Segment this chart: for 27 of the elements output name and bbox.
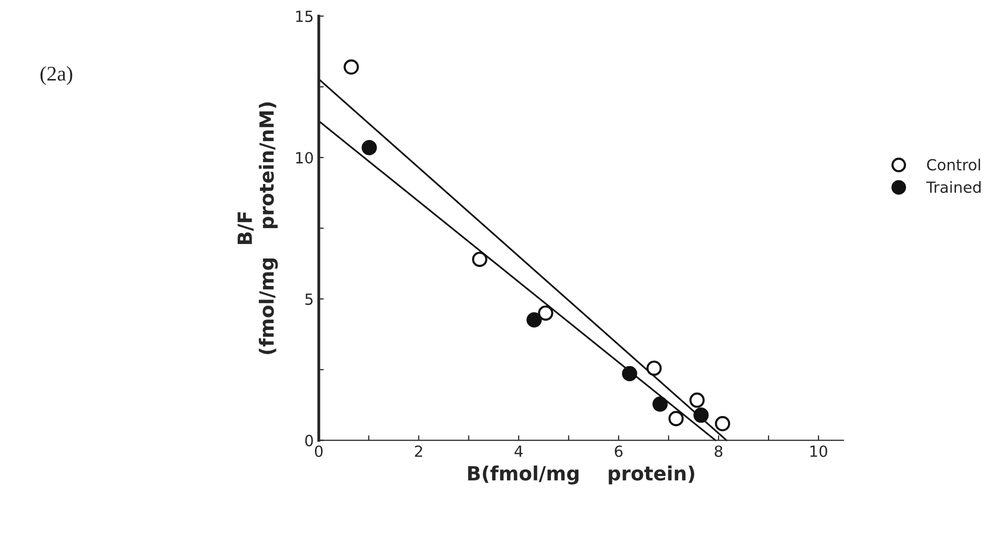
point (344, 59, 359, 75)
x-tick-label: 4 (514, 446, 523, 457)
text: (2a) (40, 66, 72, 85)
point (668, 410, 684, 426)
legend-label: Trained (926, 181, 981, 193)
point (689, 392, 705, 408)
point (526, 312, 542, 328)
x-axis-title: B(fmol/mg protein) (468, 466, 694, 485)
x-tick-label: 8 (714, 445, 722, 458)
legend-label: Control (927, 158, 980, 171)
point (693, 408, 709, 423)
point (538, 305, 554, 321)
y-axis-title: B/F (fmol/mg protein/nM) (238, 102, 278, 354)
y-tick-label: 0 (305, 434, 313, 446)
point (714, 416, 730, 432)
y-tick-label: 15 (296, 10, 313, 22)
x-tick-label: 10 (810, 445, 828, 458)
y-tick-label: 10 (296, 152, 313, 164)
point (622, 366, 638, 382)
point (652, 396, 668, 412)
x-tick-label: 0 (314, 445, 323, 458)
point (362, 140, 377, 156)
point (646, 360, 662, 376)
x-tick-label: 6 (614, 445, 623, 458)
y-tick-label: 5 (305, 294, 313, 305)
x-tick-label: 2 (414, 445, 422, 457)
point (472, 252, 488, 267)
